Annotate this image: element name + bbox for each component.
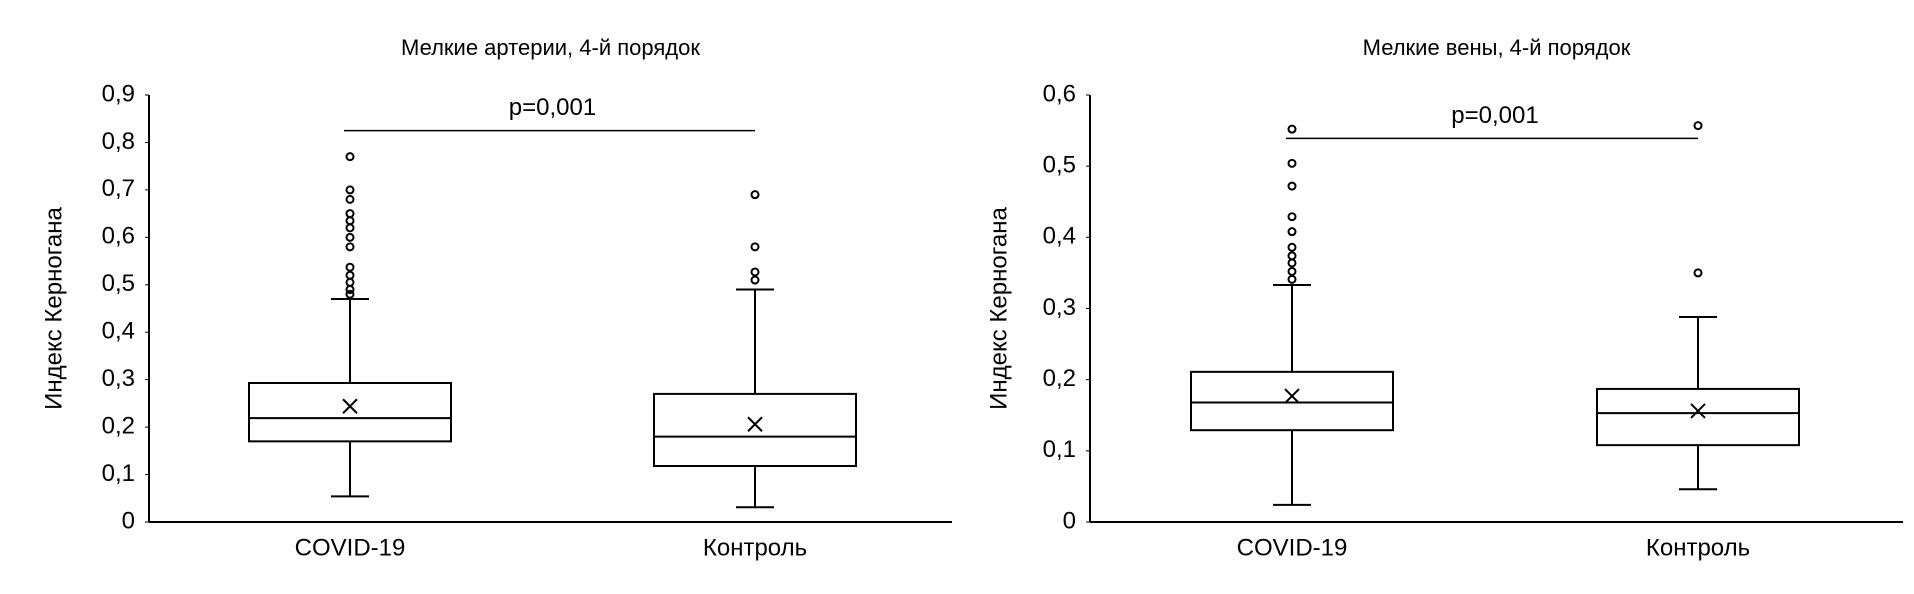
- significance-label: p=0,001: [1451, 102, 1538, 129]
- y-tick-label: 0,5: [102, 270, 135, 297]
- outlier: [750, 275, 760, 285]
- outlier: [345, 277, 355, 287]
- outlier: [1287, 124, 1297, 134]
- mean-marker: [747, 416, 763, 432]
- y-tick-label: 0: [122, 507, 135, 534]
- outlier: [1287, 242, 1297, 252]
- outlier: [345, 262, 355, 272]
- y-tick-label: 0,4: [102, 318, 135, 345]
- y-tick-label: 0: [1063, 507, 1076, 534]
- y-axis-label: Индекс Керногана: [985, 206, 1012, 409]
- y-tick-label: 0,2: [102, 412, 135, 439]
- outlier: [750, 190, 760, 200]
- y-tick-label: 0,5: [1043, 152, 1076, 179]
- outlier: [1287, 266, 1297, 276]
- outlier: [1287, 158, 1297, 168]
- mean-marker: [1284, 388, 1300, 404]
- outlier: [345, 152, 355, 162]
- y-tick-label: 0,9: [102, 80, 135, 107]
- outlier: [345, 270, 355, 280]
- box: [248, 381, 452, 443]
- box: [1596, 387, 1800, 447]
- x-tick-label: Контроль: [1646, 534, 1750, 561]
- x-tick-label: Контроль: [703, 534, 807, 561]
- outlier: [345, 289, 355, 299]
- box: [1190, 370, 1394, 432]
- y-tick-label: 0,2: [1043, 365, 1076, 392]
- outlier: [345, 216, 355, 226]
- outlier: [345, 242, 355, 252]
- y-tick-label: 0,3: [1043, 294, 1076, 321]
- outlier: [345, 223, 355, 233]
- outlier: [345, 285, 355, 295]
- y-tick-label: 0,1: [1043, 436, 1076, 463]
- chart-title: Мелкие вены, 4-й порядок: [1363, 35, 1631, 60]
- outlier: [1287, 181, 1297, 191]
- outlier: [750, 242, 760, 252]
- outlier: [345, 209, 355, 219]
- y-tick-label: 0,3: [102, 365, 135, 392]
- outlier: [345, 185, 355, 195]
- y-axis-label: Индекс Керногана: [40, 206, 67, 409]
- y-tick-label: 0,8: [102, 128, 135, 155]
- significance-label: p=0,001: [509, 94, 596, 121]
- outlier: [1693, 268, 1703, 278]
- y-tick-label: 0,6: [102, 223, 135, 250]
- outlier: [1287, 212, 1297, 222]
- x-tick-label: COVID-19: [1237, 534, 1348, 561]
- mean-marker: [1690, 403, 1706, 419]
- outlier: [1287, 227, 1297, 237]
- y-tick-label: 0,1: [102, 460, 135, 487]
- outlier: [345, 232, 355, 242]
- outlier: [1287, 258, 1297, 268]
- chart-title: Мелкие артерии, 4-й порядок: [401, 35, 700, 60]
- y-tick-label: 0,4: [1043, 223, 1076, 250]
- outlier: [345, 194, 355, 204]
- y-tick-label: 0,6: [1043, 80, 1076, 107]
- box: [653, 392, 857, 468]
- outlier: [1693, 121, 1703, 131]
- outlier: [750, 267, 760, 277]
- x-tick-label: COVID-19: [295, 534, 406, 561]
- outlier: [1287, 251, 1297, 261]
- mean-marker: [342, 398, 358, 414]
- y-tick-label: 0,7: [102, 175, 135, 202]
- outlier: [1287, 274, 1297, 284]
